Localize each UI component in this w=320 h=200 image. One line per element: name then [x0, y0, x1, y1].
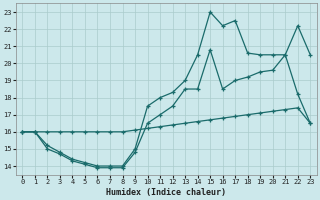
X-axis label: Humidex (Indice chaleur): Humidex (Indice chaleur)	[106, 188, 226, 197]
